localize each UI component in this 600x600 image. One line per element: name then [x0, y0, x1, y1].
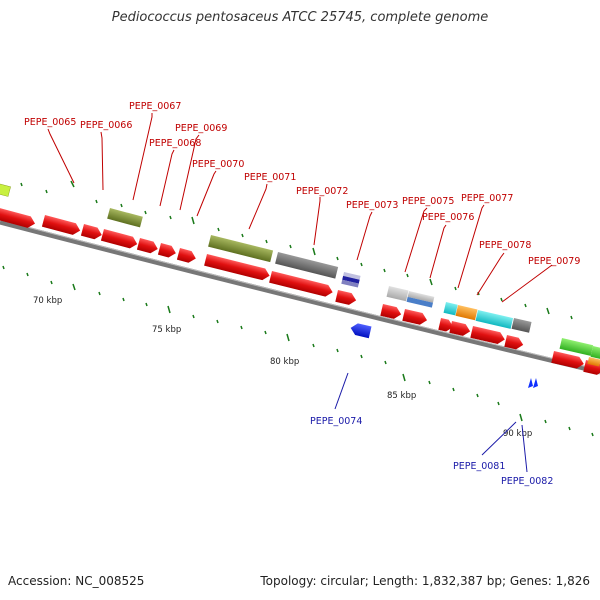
tick-label-75kbp: 75 kbp: [152, 325, 181, 335]
genome-summary-text: Topology: circular; Length: 1,832,387 bp…: [260, 574, 590, 588]
gene-label-pepe-0067: PEPE_0067: [129, 101, 181, 112]
leader-lines-bottom: [334, 372, 528, 473]
gene-label-pepe-0071: PEPE_0071: [244, 172, 296, 183]
tick-marks-inner: [2, 265, 594, 437]
gene-label-pepe-0065: PEPE_0065: [24, 117, 76, 128]
tick-label-85kbp: 85 kbp: [387, 391, 416, 401]
gene-label-pepe-0066: PEPE_0066: [80, 120, 132, 131]
gene-labels-top: PEPE_0065 PEPE_0066 PEPE_0067 PEPE_0068 …: [24, 101, 580, 267]
genome-backbone: [0, 219, 600, 375]
gene-label-pepe-0068: PEPE_0068: [149, 138, 201, 149]
gene-label-pepe-0077: PEPE_0077: [461, 193, 513, 204]
accession-text: Accession: NC_008525: [8, 574, 145, 588]
gene-label-pepe-0074: PEPE_0074: [310, 416, 362, 427]
gene-label-pepe-0079: PEPE_0079: [528, 256, 580, 267]
gene-label-pepe-0069: PEPE_0069: [175, 123, 227, 134]
tick-label-80kbp: 80 kbp: [270, 357, 299, 367]
gene-label-pepe-0081: PEPE_0081: [453, 461, 505, 472]
gene-label-pepe-0073: PEPE_0073: [346, 200, 398, 211]
feature-partial-left: [0, 182, 11, 197]
genome-backbone-highlight: [0, 219, 600, 371]
tick-label-90kbp: 90 kbp: [503, 429, 532, 439]
map-title: Pediococcus pentosaceus ATCC 25745, comp…: [111, 10, 489, 25]
gene-label-pepe-0078: PEPE_0078: [479, 240, 531, 251]
gene-labels-bottom: PEPE_0074 PEPE_0081 PEPE_0082: [310, 416, 553, 487]
tick-label-70kbp: 70 kbp: [33, 296, 62, 306]
gene-label-pepe-0076: PEPE_0076: [422, 212, 474, 223]
tick-marks-outer: [20, 180, 573, 320]
gene-label-pepe-0075: PEPE_0075: [402, 196, 454, 207]
kbp-tick-labels: 70 kbp 75 kbp 80 kbp 85 kbp 90 kbp: [33, 296, 532, 439]
leader-lines-top: [47, 113, 553, 303]
cds-reverse-strand: [350, 323, 538, 388]
gene-label-pepe-0070: PEPE_0070: [192, 159, 244, 170]
gene-label-pepe-0072: PEPE_0072: [296, 186, 348, 197]
gene-label-pepe-0082: PEPE_0082: [501, 476, 553, 487]
features-forward-annotated: [107, 208, 600, 367]
